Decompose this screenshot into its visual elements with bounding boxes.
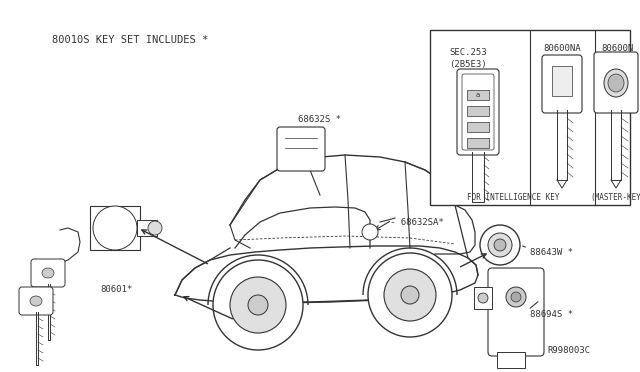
Text: 68632S *: 68632S * (298, 115, 341, 124)
Bar (474, 287, 492, 309)
Circle shape (401, 286, 419, 304)
Circle shape (362, 224, 378, 240)
Text: (2B5E3): (2B5E3) (449, 60, 487, 69)
Bar (467, 122, 489, 132)
Circle shape (384, 269, 436, 321)
Text: (MASTER-KEY): (MASTER-KEY) (590, 193, 640, 202)
Circle shape (511, 292, 521, 302)
FancyBboxPatch shape (31, 259, 65, 287)
Bar (467, 138, 489, 148)
Circle shape (478, 293, 488, 303)
Circle shape (105, 218, 125, 238)
Text: a: a (476, 92, 480, 98)
Circle shape (99, 212, 131, 244)
Bar (430, 30, 630, 205)
Text: R998003C: R998003C (547, 346, 590, 355)
Bar (467, 106, 489, 116)
Circle shape (93, 206, 137, 250)
FancyBboxPatch shape (462, 74, 494, 150)
Text: 80601*: 80601* (100, 285, 132, 294)
Bar (552, 66, 572, 96)
Text: 80010S KEY SET INCLUDES *: 80010S KEY SET INCLUDES * (52, 35, 208, 45)
Ellipse shape (604, 69, 628, 97)
Text: 80600N: 80600N (602, 44, 634, 53)
Bar (497, 352, 525, 368)
Ellipse shape (608, 74, 624, 92)
Text: 88694S *: 88694S * (530, 310, 573, 319)
Circle shape (488, 233, 512, 257)
Text: SEC.253: SEC.253 (449, 48, 487, 57)
Ellipse shape (30, 296, 42, 306)
Circle shape (368, 253, 452, 337)
Circle shape (230, 277, 286, 333)
Text: 80600NA: 80600NA (543, 44, 581, 53)
Bar (90, 206, 140, 250)
Bar (137, 220, 157, 236)
Circle shape (506, 287, 526, 307)
Text: FOR INTELLIGENCE KEY: FOR INTELLIGENCE KEY (467, 193, 559, 202)
FancyBboxPatch shape (19, 287, 53, 315)
Text: 88643W *: 88643W * (530, 248, 573, 257)
FancyBboxPatch shape (542, 55, 582, 113)
FancyBboxPatch shape (277, 127, 325, 171)
Bar (467, 90, 489, 100)
FancyBboxPatch shape (488, 268, 544, 356)
Circle shape (480, 225, 520, 265)
Circle shape (148, 221, 162, 235)
Text: - 68632SA*: - 68632SA* (390, 218, 444, 227)
Circle shape (213, 260, 303, 350)
FancyBboxPatch shape (594, 52, 638, 113)
FancyBboxPatch shape (457, 69, 499, 155)
Ellipse shape (42, 268, 54, 278)
Circle shape (248, 295, 268, 315)
Circle shape (494, 239, 506, 251)
